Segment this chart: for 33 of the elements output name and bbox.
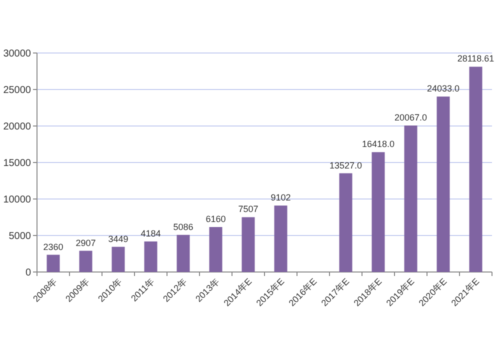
bar bbox=[469, 66, 482, 272]
bar bbox=[372, 152, 385, 272]
bar bbox=[436, 96, 450, 272]
bar bbox=[209, 227, 222, 272]
bar bbox=[339, 173, 352, 272]
y-tick-label: 30000 bbox=[3, 48, 32, 60]
bar bbox=[46, 254, 60, 272]
y-tick-label: 5000 bbox=[8, 231, 32, 242]
y-tick-label: 20000 bbox=[3, 122, 32, 132]
data-label: 3449 bbox=[108, 234, 128, 244]
bar bbox=[274, 206, 288, 272]
data-label: 6160 bbox=[206, 214, 226, 224]
y-tick-label: 0 bbox=[25, 268, 32, 278]
data-label: 16418.0 bbox=[362, 139, 395, 150]
data-label: 24033.0 bbox=[426, 84, 460, 94]
y-tick-label: 10000 bbox=[3, 194, 32, 206]
data-label: 13527.0 bbox=[329, 160, 362, 170]
data-label: 7507 bbox=[238, 204, 258, 214]
bar bbox=[144, 241, 158, 272]
bar bbox=[404, 126, 418, 272]
bar bbox=[176, 234, 190, 272]
y-tick-label: 15000 bbox=[3, 158, 32, 169]
data-label: 2907 bbox=[76, 238, 96, 248]
data-label: 2360 bbox=[43, 242, 64, 252]
bar bbox=[112, 246, 125, 272]
data-label: 28118.61 bbox=[457, 54, 494, 64]
y-tick-label: 25000 bbox=[3, 85, 32, 96]
data-label: 5086 bbox=[173, 222, 194, 232]
bar bbox=[79, 250, 92, 272]
data-label: 20067.0 bbox=[394, 112, 428, 123]
data-label: 9102 bbox=[270, 192, 291, 203]
data-label: 4184 bbox=[140, 228, 161, 238]
bar bbox=[242, 217, 255, 272]
